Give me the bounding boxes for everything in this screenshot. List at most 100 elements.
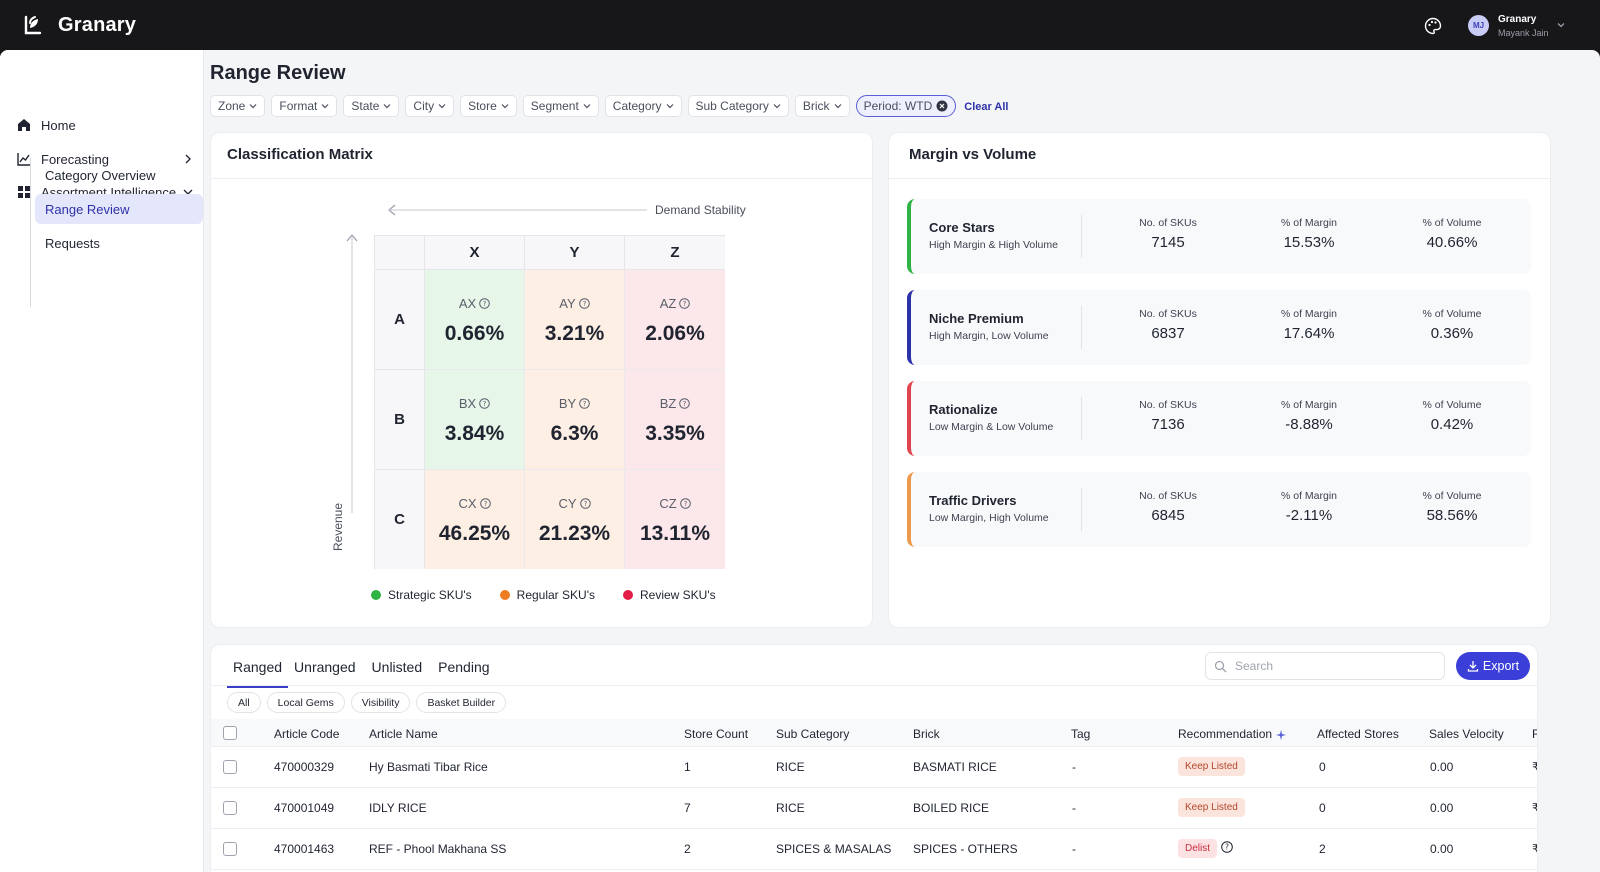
filter-city[interactable]: City xyxy=(405,95,455,117)
cell-code-text: AX xyxy=(458,296,477,311)
table-row[interactable]: 470000329 Hy Basmati Tibar Rice 1 RICE B… xyxy=(211,747,1537,788)
filter-state[interactable]: State xyxy=(343,95,400,117)
matrix-legend: Strategic SKU's Regular SKU's Review SKU… xyxy=(371,588,716,602)
chip-all[interactable]: All xyxy=(227,692,261,713)
chevron-down-icon[interactable] xyxy=(1556,21,1566,29)
cell-code: BY? xyxy=(525,396,624,411)
cell-article-name: Hy Basmati Tibar Rice xyxy=(369,760,488,774)
matrix-cell-cz[interactable]: CZ? 13.11% xyxy=(625,470,725,569)
tab-ranged[interactable]: Ranged xyxy=(227,655,289,688)
cell-revenue: ₹ xyxy=(1532,760,1537,774)
stat-label: No. of SKUs xyxy=(1139,217,1197,229)
sidebar-item-home[interactable]: Home xyxy=(16,110,76,140)
home-icon xyxy=(18,119,30,131)
segment-row-niche-premium[interactable]: Niche Premium High Margin, Low Volume No… xyxy=(907,290,1531,365)
tab-unranged[interactable]: Unranged xyxy=(294,659,356,675)
help-icon[interactable]: ? xyxy=(479,498,491,509)
cell-value: 46.25% xyxy=(438,522,511,545)
sidebar-item-requests[interactable]: Requests xyxy=(45,235,100,251)
select-all-checkbox[interactable] xyxy=(223,726,237,740)
cell-code: AX? xyxy=(425,296,524,311)
segment-row-core-stars[interactable]: Core Stars High Margin & High Volume No.… xyxy=(907,199,1531,274)
row-checkbox[interactable] xyxy=(223,801,237,815)
table-row[interactable]: 470001463 REF - Phool Makhana SS 2 SPICE… xyxy=(211,829,1537,870)
help-icon[interactable]: ? xyxy=(579,498,591,509)
table-row[interactable]: 470001049 IDLY RICE 7 RICE BOILED RICE -… xyxy=(211,788,1537,829)
column-header[interactable]: Sales Velocity xyxy=(1429,727,1504,741)
help-icon[interactable]: ? xyxy=(479,398,490,409)
cell-code: BZ? xyxy=(625,396,725,411)
filter-brick[interactable]: Brick xyxy=(794,95,850,117)
svg-text:?: ? xyxy=(583,400,587,408)
filter-sub-category[interactable]: Sub Category xyxy=(687,95,789,117)
clear-all-link[interactable]: Clear All xyxy=(964,101,1009,113)
col-header-y: Y xyxy=(525,236,625,270)
cell-affected-stores: 2 xyxy=(1319,842,1326,856)
row-checkbox[interactable] xyxy=(223,760,237,774)
sidebar-item-category-overview[interactable]: Category Overview xyxy=(45,167,156,183)
row-checkbox[interactable] xyxy=(223,842,237,856)
filter-segment[interactable]: Segment xyxy=(522,95,599,117)
chevron-right-icon[interactable] xyxy=(183,154,193,164)
grid-icon xyxy=(18,186,30,198)
cell-sales-velocity: 0.00 xyxy=(1430,801,1454,815)
help-icon[interactable]: ? xyxy=(679,498,691,509)
sidebar-item-forecasting[interactable]: Forecasting xyxy=(16,144,109,174)
help-icon[interactable]: ? xyxy=(479,298,490,309)
search-input[interactable] xyxy=(1235,659,1425,673)
search-box[interactable] xyxy=(1205,652,1445,680)
matrix-cell-cx[interactable]: CX? 46.25% xyxy=(425,470,525,569)
matrix-cell-bx[interactable]: BX? 3.84% xyxy=(425,370,525,470)
matrix-cell-az[interactable]: AZ? 2.06% xyxy=(625,270,725,370)
close-circle-icon[interactable] xyxy=(936,100,948,112)
column-header-recommendation[interactable]: Recommendation xyxy=(1178,727,1287,741)
filter-format[interactable]: Format xyxy=(271,95,338,117)
palette-icon[interactable] xyxy=(1424,17,1442,35)
column-header[interactable]: Article Code xyxy=(274,727,340,741)
stat-label: % of Margin xyxy=(1280,308,1338,320)
sparkle-icon xyxy=(1276,729,1287,740)
matrix-cell-ax[interactable]: AX? 0.66% xyxy=(425,270,525,370)
filter-period[interactable]: Period: WTD xyxy=(855,95,957,117)
filter-category[interactable]: Category xyxy=(604,95,682,117)
column-header[interactable]: Affected Stores xyxy=(1317,727,1399,741)
help-icon[interactable]: ? xyxy=(1221,841,1233,853)
matrix-cell-ay[interactable]: AY? 3.21% xyxy=(525,270,625,370)
help-icon[interactable]: ? xyxy=(679,398,691,409)
filter-zone[interactable]: Zone xyxy=(210,95,266,117)
column-header[interactable]: Sub Category xyxy=(776,727,850,741)
segment-row-traffic-drivers[interactable]: Traffic Drivers Low Margin, High Volume … xyxy=(907,472,1531,547)
matrix-cell-bz[interactable]: BZ? 3.35% xyxy=(625,370,725,470)
column-header[interactable]: R xyxy=(1532,727,1537,741)
avatar[interactable]: MJ xyxy=(1468,15,1489,36)
sidebar-item-range-review[interactable]: Range Review xyxy=(35,194,203,224)
filter-label: City xyxy=(413,99,435,113)
help-icon[interactable]: ? xyxy=(578,298,590,309)
column-header[interactable]: Store Count xyxy=(684,727,749,741)
granary-logo-icon[interactable] xyxy=(22,14,44,36)
column-header[interactable]: Tag xyxy=(1071,727,1091,741)
export-button[interactable]: Export xyxy=(1456,652,1530,680)
matrix-cell-cy[interactable]: CY? 21.23% xyxy=(525,470,625,569)
chip-basket-builder[interactable]: Basket Builder xyxy=(416,692,507,713)
help-icon[interactable]: ? xyxy=(679,298,691,309)
matrix-cell-by[interactable]: BY? 6.3% xyxy=(525,370,625,470)
user-org: Granary xyxy=(1498,14,1537,25)
segment-row-rationalize[interactable]: Rationalize Low Margin & Low Volume No. … xyxy=(907,381,1531,456)
tab-unlisted[interactable]: Unlisted xyxy=(371,659,423,675)
brand-name[interactable]: Granary xyxy=(58,14,137,36)
svg-text:?: ? xyxy=(1225,843,1229,852)
column-header[interactable]: Brick xyxy=(913,727,940,741)
cell-value: 6.3% xyxy=(550,422,599,445)
filter-store[interactable]: Store xyxy=(460,95,517,117)
cell-code: CZ? xyxy=(625,496,725,511)
tab-pending[interactable]: Pending xyxy=(438,659,490,675)
help-icon[interactable]: ? xyxy=(579,398,590,409)
y-axis-label: Revenue xyxy=(331,502,345,551)
chip-local-gems[interactable]: Local Gems xyxy=(266,692,345,713)
cell-code-text: CX xyxy=(458,496,477,511)
cell-value: 0.66% xyxy=(444,322,505,345)
column-header[interactable]: Article Name xyxy=(369,727,438,741)
chip-visibility[interactable]: Visibility xyxy=(350,692,411,713)
cell-article-name: IDLY RICE xyxy=(369,801,427,815)
